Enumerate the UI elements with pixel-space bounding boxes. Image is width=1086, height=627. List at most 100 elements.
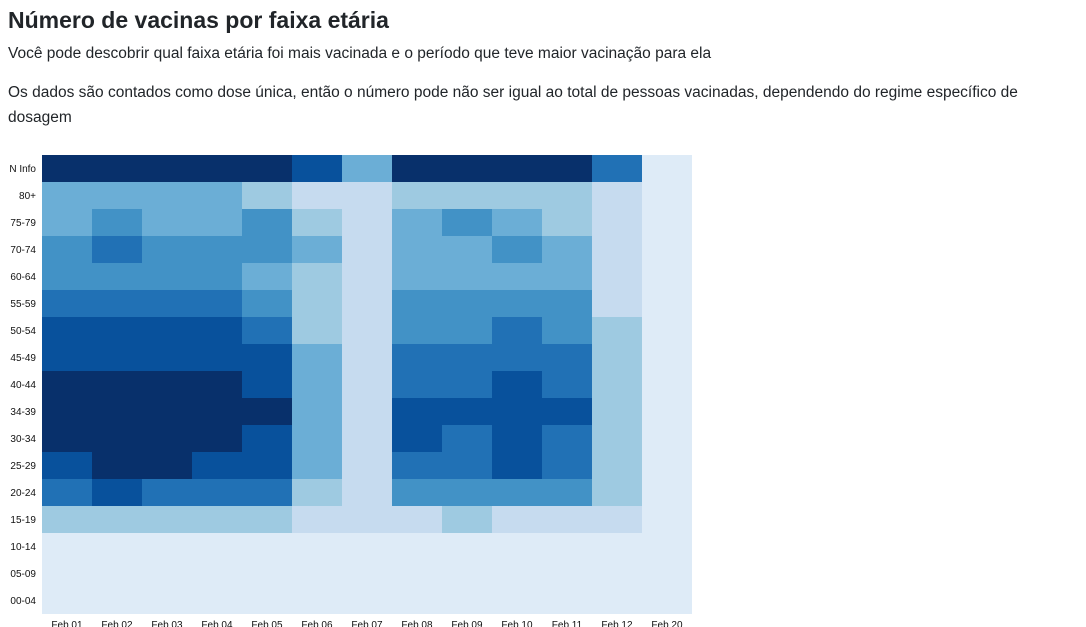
heatmap-cell [642,533,692,560]
heatmap-cell [592,344,642,371]
heatmap-cell [142,452,192,479]
heatmap-cell [192,182,242,209]
heatmap-cell [142,371,192,398]
heatmap-cell [442,587,492,614]
heatmap-cell [492,587,542,614]
heatmap-cell [642,290,692,317]
heatmap-cell [292,236,342,263]
heatmap-cell [142,155,192,182]
y-tick-label: 20-24 [10,488,36,499]
heatmap-cell [242,533,292,560]
x-axis-labels: Feb 01 Feb 02 Feb 03 Feb 04 Feb 05 Feb 06 Feb … [51,620,683,627]
heatmap-cell [192,398,242,425]
heatmap-cell [142,209,192,236]
heatmap-cell [642,182,692,209]
heatmap-cell [292,290,342,317]
heatmap-cell [192,263,242,290]
heatmap-cell [192,344,242,371]
heatmap-cell [92,155,142,182]
heatmap-cells [42,155,692,614]
heatmap-cell [242,479,292,506]
heatmap-cell [342,398,392,425]
heatmap-cell [342,425,392,452]
heatmap-cell [142,398,192,425]
heatmap-cell [142,506,192,533]
heatmap-cell [492,344,542,371]
heatmap-cell [142,479,192,506]
heatmap-cell [42,560,92,587]
heatmap-cell [242,344,292,371]
heatmap-cell [642,209,692,236]
heatmap-cell [642,155,692,182]
heatmap-cell [642,344,692,371]
heatmap-cell [642,317,692,344]
heatmap-cell [342,209,392,236]
x-tick-label: Feb 07 [351,620,383,627]
heatmap-cell [92,236,142,263]
heatmap-cell [642,371,692,398]
heatmap-cell [292,344,342,371]
heatmap-cell [42,371,92,398]
heatmap-cell [592,587,642,614]
heatmap-cell [492,398,542,425]
x-tick-label: Feb 10 [501,620,533,627]
heatmap-cell [192,425,242,452]
heatmap-cell [642,560,692,587]
heatmap-cell [542,263,592,290]
y-tick-label: 30-34 [10,434,36,445]
heatmap-cell [492,533,542,560]
heatmap-cell [192,452,242,479]
heatmap-cell [592,263,642,290]
heatmap-cell [492,155,542,182]
heatmap-cell [292,371,342,398]
heatmap-cell [592,398,642,425]
x-tick-label: Feb 12 [601,620,633,627]
heatmap-cell [392,533,442,560]
heatmap-cell [142,560,192,587]
heatmap-cell [392,425,442,452]
page-content: Número de vacinas por faixa etária Você … [8,6,1068,130]
heatmap-cell [42,236,92,263]
heatmap-cell [642,506,692,533]
x-tick-label: Feb 04 [201,620,233,627]
x-tick-label: Feb 11 [552,620,583,627]
heatmap-cell [192,290,242,317]
heatmap-cell [392,398,442,425]
heatmap-cell [292,209,342,236]
heatmap-cell [392,182,442,209]
description-note: Os dados são contados como dose única, e… [8,84,1018,126]
y-tick-label: 34-39 [10,407,36,418]
heatmap-cell [392,155,442,182]
heatmap-cell [92,290,142,317]
heatmap-cell [192,317,242,344]
heatmap-cell [342,290,392,317]
heatmap-cell [592,560,642,587]
heatmap-cell [142,182,192,209]
heatmap-cell [42,263,92,290]
heatmap-cell [42,587,92,614]
y-tick-label: 00-04 [10,596,36,607]
heatmap-cell [492,182,542,209]
heatmap-cell [542,398,592,425]
heatmap-cell [642,587,692,614]
heatmap-cell [242,155,292,182]
heatmap-cell [142,344,192,371]
heatmap-cell [142,317,192,344]
heatmap-cell [542,452,592,479]
heatmap-cell [542,506,592,533]
heatmap-cell [642,398,692,425]
heatmap-cell [92,452,142,479]
x-tick-label: Feb 20 [651,620,683,627]
heatmap-cell [592,317,642,344]
heatmap-cell [42,452,92,479]
y-tick-label: 70-74 [10,245,36,256]
heatmap-cell [592,182,642,209]
heatmap-cell [392,560,442,587]
heatmap-cell [592,506,642,533]
heatmap-cell [442,155,492,182]
heatmap-cell [292,533,342,560]
heatmap-cell [342,182,392,209]
heatmap-cell [642,425,692,452]
heatmap-cell [142,263,192,290]
heatmap-cell [92,533,142,560]
